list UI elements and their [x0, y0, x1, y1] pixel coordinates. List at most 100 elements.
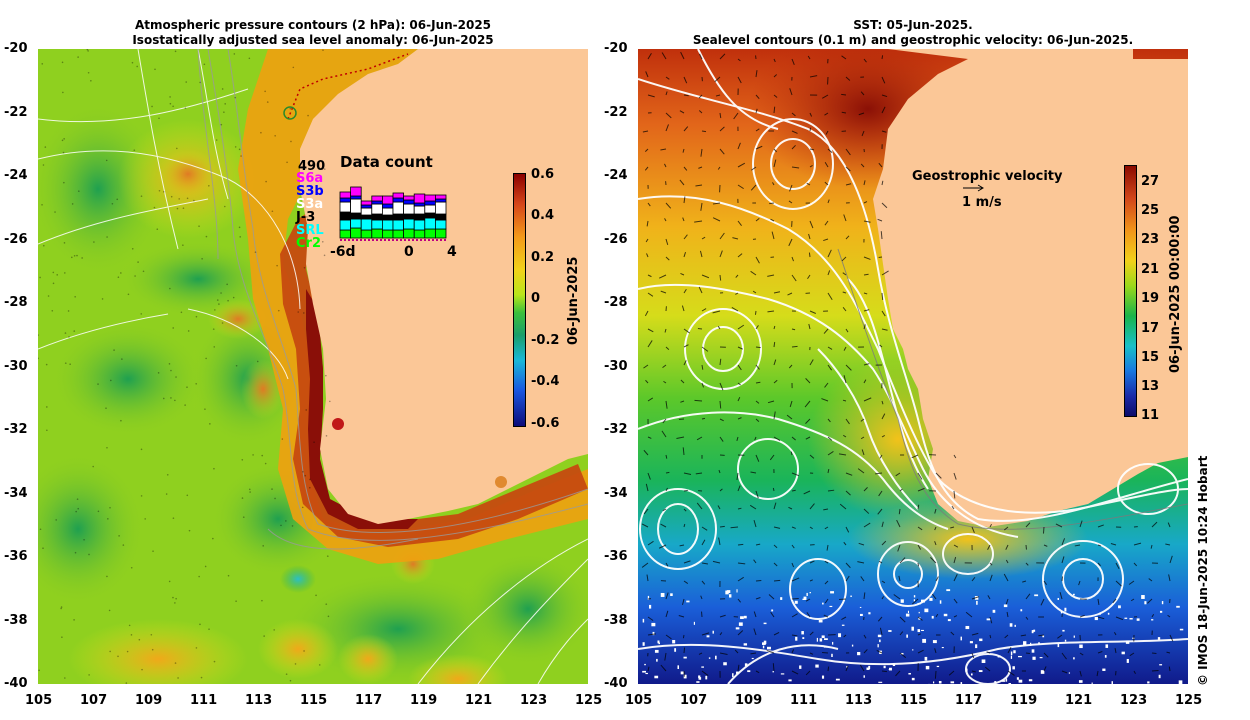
- lon-tick: 115: [300, 693, 328, 708]
- lon-tick: 123: [520, 693, 548, 708]
- data-count-bar-segment: [435, 194, 447, 200]
- data-count-bar-segment: [360, 200, 373, 206]
- data-count-bar-segment: [392, 229, 405, 239]
- data-count-bar-segment: [413, 205, 426, 215]
- data-count-bar-segment: [371, 195, 383, 202]
- lon-tick: 111: [190, 693, 218, 708]
- right-title-line1: SST: 05-Jun-2025.: [853, 18, 973, 32]
- lon-tick: 115: [900, 693, 928, 708]
- sst-tick: 21: [1141, 262, 1160, 277]
- sst-colorbar: [1124, 165, 1137, 417]
- lat-tick: -22: [604, 104, 628, 120]
- data-count-bar-segment: [435, 213, 447, 221]
- lon-tick: 113: [245, 693, 273, 708]
- lat-tick: -22: [4, 104, 28, 120]
- imos-credit: © IMOS 18-Jun-2025 10:24 Hobart: [1196, 455, 1210, 686]
- sst-tick: 23: [1141, 232, 1160, 247]
- left-title-line1: Atmospheric pressure contours (2 hPa): 0…: [134, 18, 492, 32]
- data-count-bar-segment: [371, 200, 383, 205]
- data-count-bar-segment: [403, 213, 415, 220]
- lon-tick: 105: [625, 693, 653, 708]
- data-count-axis-end: 4: [447, 244, 457, 260]
- sst-colorbar-label: 06-Jun-2025 00:00:00: [1168, 215, 1183, 373]
- sla-tick: 0.2: [531, 250, 555, 265]
- lat-tick: -38: [604, 612, 628, 628]
- sla-colorbar: [513, 173, 526, 427]
- lon-tick: 105: [25, 693, 53, 708]
- data-count-bar-segment: [403, 195, 415, 201]
- lat-tick: -24: [4, 168, 28, 183]
- lon-tick: 109: [135, 693, 163, 708]
- lon-tick: 107: [80, 693, 108, 708]
- lon-tick: 121: [465, 693, 493, 708]
- data-count-bar-segment: [360, 204, 373, 209]
- lat-tick: -30: [604, 358, 628, 374]
- data-count-bar-segment: [435, 228, 447, 239]
- sst-tick: 27: [1141, 174, 1160, 189]
- sst-map: [638, 49, 1188, 684]
- sla-tick: 0.4: [531, 208, 555, 223]
- velocity-legend-scale: 1 m/s: [962, 195, 1002, 210]
- right-title-line2: Sealevel contours (0.1 m) and geostrophi…: [692, 33, 1134, 47]
- lat-tick: -38: [4, 612, 28, 628]
- velocity-legend-title: Geostrophic velocity: [912, 169, 1063, 184]
- data-count-bar-segment: [382, 203, 394, 209]
- sla-tick: -0.6: [531, 416, 560, 431]
- data-count-axis-start: -6d: [330, 244, 356, 260]
- lon-tick: 119: [410, 693, 438, 708]
- data-count-bar-segment: [339, 219, 352, 231]
- satellite-label-cr2: Cr2: [296, 236, 321, 251]
- data-count-bar-segment: [413, 213, 426, 221]
- lat-tick: -28: [604, 295, 628, 310]
- satellite-label-s3a: S3a: [296, 197, 324, 212]
- data-count-bar-segment: [424, 200, 436, 206]
- data-count-bar-segment: [392, 197, 405, 203]
- lat-tick: -30: [4, 358, 28, 374]
- data-count-satellite-list: S6a S3b S3a J-3 SRL Cr2: [296, 172, 324, 250]
- lat-tick: -36: [4, 549, 28, 564]
- data-count-bar-segment: [350, 186, 362, 197]
- data-count-bar-segment: [435, 219, 447, 230]
- data-count-bar-segment: [350, 218, 362, 229]
- lat-tick: -26: [604, 231, 628, 247]
- data-count-bar-segment: [350, 198, 362, 214]
- sst-tick: 15: [1141, 350, 1160, 365]
- lon-tick: 125: [1175, 693, 1203, 708]
- data-count-bar-segment: [424, 212, 436, 219]
- data-count-bar-segment: [413, 202, 426, 207]
- lat-tick: -20: [604, 41, 628, 56]
- data-count-bar-segment: [382, 214, 394, 221]
- data-count-bar-segment: [350, 212, 362, 220]
- data-count-bar-segment: [413, 229, 426, 239]
- data-count-bar-segment: [360, 218, 373, 231]
- data-count-bar-segment: [360, 229, 373, 239]
- data-count-bar-segment: [435, 201, 447, 215]
- data-count-bar-segment: [403, 199, 415, 205]
- data-count-bar-segment: [371, 219, 383, 230]
- lat-tick: -28: [4, 295, 28, 310]
- lon-tick: 119: [1010, 693, 1038, 708]
- data-count-axis-zero: 0: [404, 244, 414, 260]
- satellite-label-s3b: S3b: [296, 184, 324, 199]
- lon-tick: 117: [355, 693, 383, 708]
- lat-tick: -26: [4, 231, 28, 247]
- lat-tick: -34: [4, 485, 28, 501]
- sla-tick: 0: [531, 291, 541, 306]
- lat-tick: -32: [604, 422, 628, 437]
- data-count-bar-segment: [371, 213, 383, 221]
- lon-tick: 107: [680, 693, 708, 708]
- data-count-bar-segment: [339, 197, 352, 203]
- left-title-line2: Isostatically adjusted sea level anomaly…: [132, 33, 494, 47]
- lat-tick: -32: [4, 422, 28, 437]
- lat-tick: -34: [604, 485, 628, 501]
- lat-tick: -24: [604, 168, 628, 183]
- sst-tick: 17: [1141, 321, 1160, 336]
- data-count-bar-segment: [360, 207, 373, 216]
- data-count-bar-segment: [350, 195, 362, 200]
- lat-tick: -40: [604, 676, 628, 691]
- data-count-bar-segment: [392, 201, 405, 215]
- satellite-label-s6a: S6a: [296, 171, 324, 186]
- data-count-bar-segment: [371, 203, 383, 215]
- data-count-bar-segment: [392, 219, 405, 231]
- sea-level-anomaly-map: [38, 49, 588, 684]
